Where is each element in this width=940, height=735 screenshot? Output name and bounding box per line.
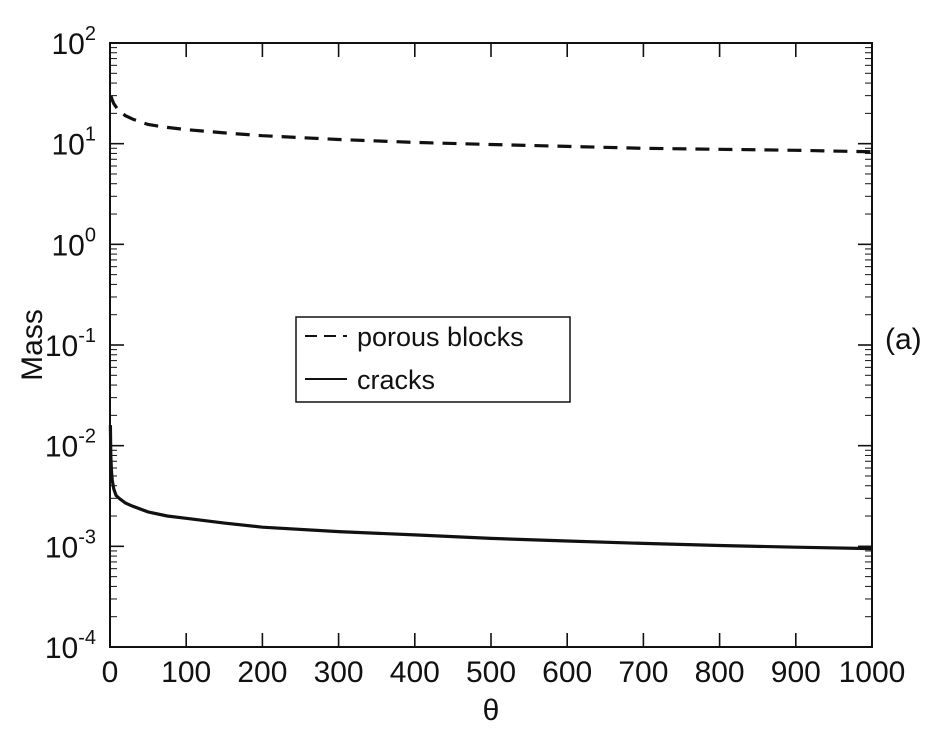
series-layer [108, 95, 873, 551]
x-tick-label: 1000 [839, 656, 906, 689]
x-tick-labels: 0 100 200 300 400 500 600 700 800 900 1000 [102, 656, 906, 689]
legend-box [295, 316, 571, 403]
x-tick-label: 100 [161, 656, 211, 689]
y-tick-label: 10-1 [45, 325, 96, 363]
x-tick-label: 600 [542, 656, 592, 689]
y-tick-label: 10-3 [45, 526, 96, 564]
legend-label-cracks: cracks [357, 365, 435, 395]
y-tick-label: 102 [52, 23, 97, 61]
y-tick-label: 100 [52, 224, 97, 262]
x-tick-label: 0 [102, 656, 119, 689]
x-tick-label: 400 [390, 656, 440, 689]
legend: porous blocks cracks [295, 316, 571, 403]
major-ticks [109, 42, 873, 648]
y-tick-label: 101 [52, 124, 97, 162]
series-line-cracks [108, 425, 873, 551]
y-axis-title: Mass [16, 309, 49, 381]
series-line-porous-blocks [109, 95, 873, 154]
x-axis-title: θ [483, 694, 500, 727]
x-tick-label: 300 [314, 656, 364, 689]
y-tick-label: 10-2 [45, 426, 96, 464]
x-tick-label: 200 [237, 656, 287, 689]
x-tick-label: 500 [466, 656, 516, 689]
panel-annotation: (a) [885, 323, 922, 356]
x-tick-label: 900 [771, 656, 821, 689]
y-tick-label: 10-4 [45, 627, 96, 665]
y-tick-labels: 10-4 10-3 10-2 10-1 100 101 102 [45, 23, 96, 665]
x-tick-label: 700 [618, 656, 668, 689]
legend-label-porous-blocks: porous blocks [357, 322, 524, 352]
x-tick-label: 800 [695, 656, 745, 689]
